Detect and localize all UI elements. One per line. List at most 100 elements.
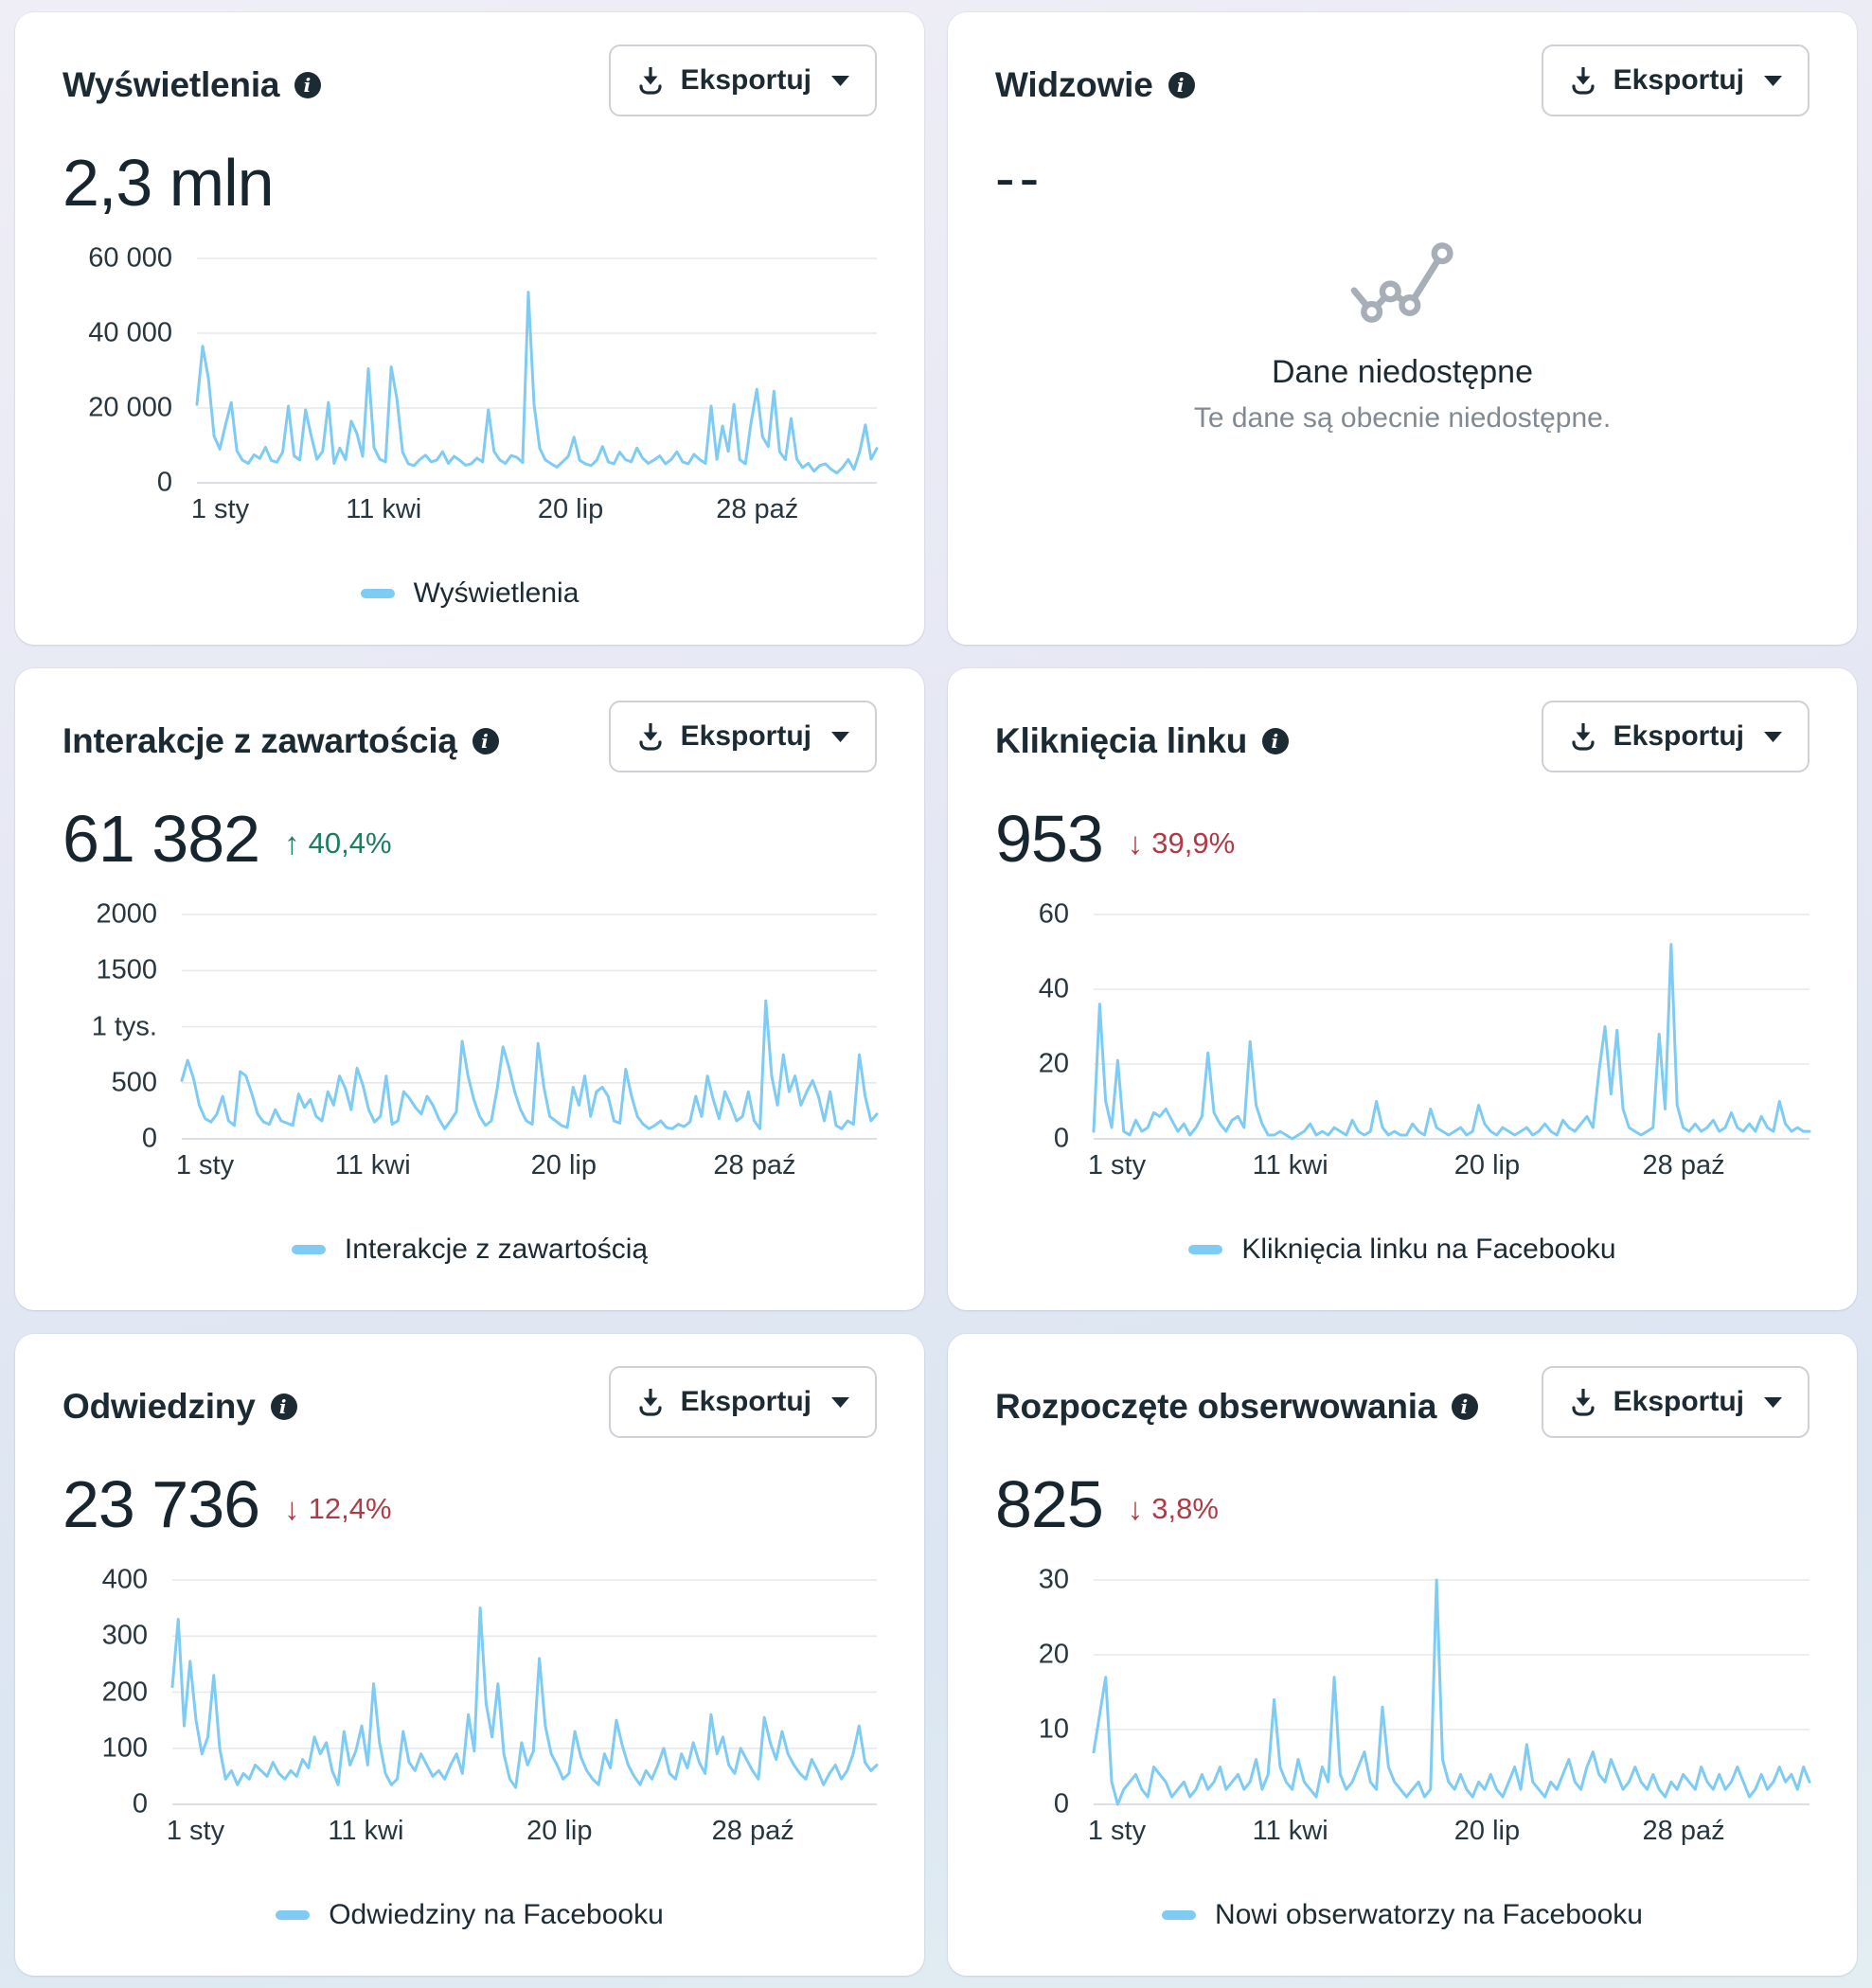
- info-icon[interactable]: i: [270, 1393, 297, 1420]
- empty-state-title: Dane niedostępne: [1271, 354, 1533, 390]
- y-axis-labels: 0 10 20 30: [1038, 1564, 1069, 1819]
- export-button[interactable]: Eksportuj: [1541, 44, 1810, 116]
- chart-plot: [172, 1580, 877, 1804]
- chevron-down-icon: [1764, 731, 1782, 742]
- legend-label: Kliknięcia linku na Facebooku: [1241, 1234, 1616, 1265]
- arrow-up-icon: ↑: [284, 825, 300, 861]
- line-chart-visits: 0 100 200 300 400 1 sty 11 kwi 20 lip 28 paź Od…: [62, 1564, 877, 1931]
- chart-legend: Kliknięcia linku na Facebooku: [995, 1234, 1810, 1266]
- y-axis-labels: 0 100 200 300 400: [101, 1564, 148, 1819]
- y-axis-labels: 0 20 000 40 000 60 000: [88, 242, 172, 498]
- export-button[interactable]: Eksportuj: [608, 44, 877, 116]
- legend-label: Interakcje z zawartością: [344, 1234, 649, 1265]
- card-title: Odwiedziny i: [62, 1366, 297, 1427]
- line-chart-placeholder-icon: [1350, 242, 1453, 323]
- arrow-down-icon: ↓: [284, 1491, 300, 1526]
- chevron-down-icon: [831, 75, 849, 86]
- export-label: Eksportuj: [680, 1386, 811, 1417]
- arrow-down-icon: ↓: [1127, 1491, 1144, 1526]
- metric-card-link-clicks: Kliknięcia linku i Eksportuj 953 ↓ 39,9%: [948, 668, 1857, 1310]
- export-label: Eksportuj: [1613, 64, 1744, 96]
- card-title: Wyświetlenia i: [62, 44, 322, 105]
- export-label: Eksportuj: [1613, 1386, 1744, 1417]
- metric-value: 953: [995, 802, 1104, 876]
- x-axis-labels: 1 sty 11 kwi 20 lip 28 paź: [1087, 1150, 1725, 1180]
- chart-legend: Odwiedziny na Facebooku: [62, 1899, 877, 1931]
- chart-legend: Interakcje z zawartością: [62, 1234, 877, 1266]
- metric-value: 61 382: [62, 802, 260, 876]
- chart-plot: [1094, 1580, 1810, 1804]
- metric-value: 825: [995, 1467, 1104, 1541]
- x-axis-labels: 1 sty 11 kwi 20 lip 28 paź: [190, 494, 799, 524]
- download-icon: [639, 723, 662, 751]
- line-chart-follows: 0 10 20 30 1 sty 11 kwi 20 lip 28 paź Nowi obs…: [995, 1564, 1810, 1931]
- chart-legend: Nowi obserwatorzy na Facebooku: [995, 1899, 1810, 1931]
- export-button[interactable]: Eksportuj: [608, 701, 877, 772]
- metric-value: 23 736: [62, 1467, 260, 1541]
- x-axis-labels: 1 sty 11 kwi 20 lip 28 paź: [175, 1150, 796, 1180]
- export-button[interactable]: Eksportuj: [608, 1366, 877, 1438]
- download-icon: [1572, 1389, 1595, 1416]
- delta-badge: ↓ 12,4%: [284, 1491, 391, 1527]
- download-icon: [1572, 67, 1595, 95]
- card-title-text: Rozpoczęte obserwowania: [995, 1387, 1437, 1426]
- export-button[interactable]: Eksportuj: [1541, 701, 1810, 772]
- metric-card-interactions: Interakcje z zawartością i Eksportuj 61 …: [15, 668, 924, 1310]
- card-title-text: Widzowie: [995, 65, 1153, 104]
- metric-value: 2,3 mln: [62, 146, 275, 220]
- export-button[interactable]: Eksportuj: [1541, 1366, 1810, 1438]
- info-icon[interactable]: i: [294, 72, 322, 98]
- legend-label: Nowi obserwatorzy na Facebooku: [1215, 1899, 1643, 1930]
- info-icon[interactable]: i: [1452, 1393, 1479, 1420]
- x-axis-labels: 1 sty 11 kwi 20 lip 28 paź: [166, 1816, 794, 1846]
- delta-badge: ↑ 40,4%: [284, 825, 391, 861]
- export-label: Eksportuj: [680, 720, 811, 752]
- line-chart-interactions: 0 500 1 tys. 1500 2000 1 sty 11 kwi 20 lip 28 p…: [62, 898, 877, 1266]
- x-axis-labels: 1 sty 11 kwi 20 lip 28 paź: [1087, 1816, 1725, 1846]
- legend-swatch: [1162, 1910, 1197, 1920]
- export-label: Eksportuj: [680, 64, 811, 96]
- delta-value: 3,8%: [1151, 1492, 1219, 1525]
- legend-label: Wyświetlenia: [413, 577, 579, 609]
- legend-swatch: [276, 1910, 311, 1920]
- chevron-down-icon: [1764, 75, 1782, 86]
- download-icon: [1572, 723, 1595, 751]
- y-axis-labels: 0 500 1 tys. 1500 2000: [91, 898, 157, 1154]
- chart-plot: [197, 258, 877, 483]
- download-icon: [639, 1389, 662, 1416]
- card-title: Rozpoczęte obserwowania i: [995, 1366, 1479, 1427]
- line-chart-link-clicks: 0 20 40 60 1 sty 11 kwi 20 lip 28 paź Kliknięc…: [995, 898, 1810, 1266]
- export-label: Eksportuj: [1613, 720, 1744, 752]
- delta-value: 12,4%: [308, 1492, 392, 1525]
- metric-value: --: [995, 146, 1044, 211]
- metric-card-views: Wyświetlenia i Eksportuj 2,3 mln 0 20 000…: [15, 12, 924, 645]
- chart-plot: [1094, 914, 1810, 1139]
- card-title: Kliknięcia linku i: [995, 701, 1290, 761]
- card-title-text: Wyświetlenia: [62, 65, 280, 104]
- delta-badge: ↓ 39,9%: [1128, 825, 1235, 861]
- metric-card-viewers: Widzowie i Eksportuj --: [948, 12, 1857, 645]
- info-icon[interactable]: i: [472, 728, 499, 754]
- delta-value: 39,9%: [1151, 826, 1236, 860]
- card-title: Widzowie i: [995, 44, 1195, 105]
- card-title-text: Interakcje z zawartością: [62, 721, 457, 760]
- info-icon[interactable]: i: [1168, 72, 1195, 98]
- y-axis-labels: 0 20 40 60: [1038, 898, 1069, 1154]
- chevron-down-icon: [831, 1396, 849, 1408]
- line-chart-views: 0 20 000 40 000 60 000 1 sty 11 kwi 20 lip 28 …: [62, 242, 877, 610]
- legend-swatch: [1188, 1245, 1223, 1254]
- arrow-down-icon: ↓: [1127, 825, 1144, 861]
- info-icon[interactable]: i: [1262, 728, 1290, 754]
- card-title-text: Odwiedziny: [62, 1387, 256, 1426]
- delta-value: 40,4%: [308, 826, 392, 860]
- metric-card-follows: Rozpoczęte obserwowania i Eksportuj 825 …: [948, 1334, 1857, 1976]
- card-title: Interakcje z zawartością i: [62, 701, 499, 761]
- empty-state-subtitle: Te dane są obecnie niedostępne.: [1193, 402, 1612, 434]
- legend-label: Odwiedziny na Facebooku: [329, 1899, 664, 1930]
- empty-state: Dane niedostępne Te dane są obecnie nied…: [995, 239, 1810, 435]
- legend-swatch: [291, 1245, 326, 1254]
- chevron-down-icon: [831, 731, 849, 742]
- download-icon: [639, 67, 662, 95]
- card-title-text: Kliknięcia linku: [995, 721, 1248, 760]
